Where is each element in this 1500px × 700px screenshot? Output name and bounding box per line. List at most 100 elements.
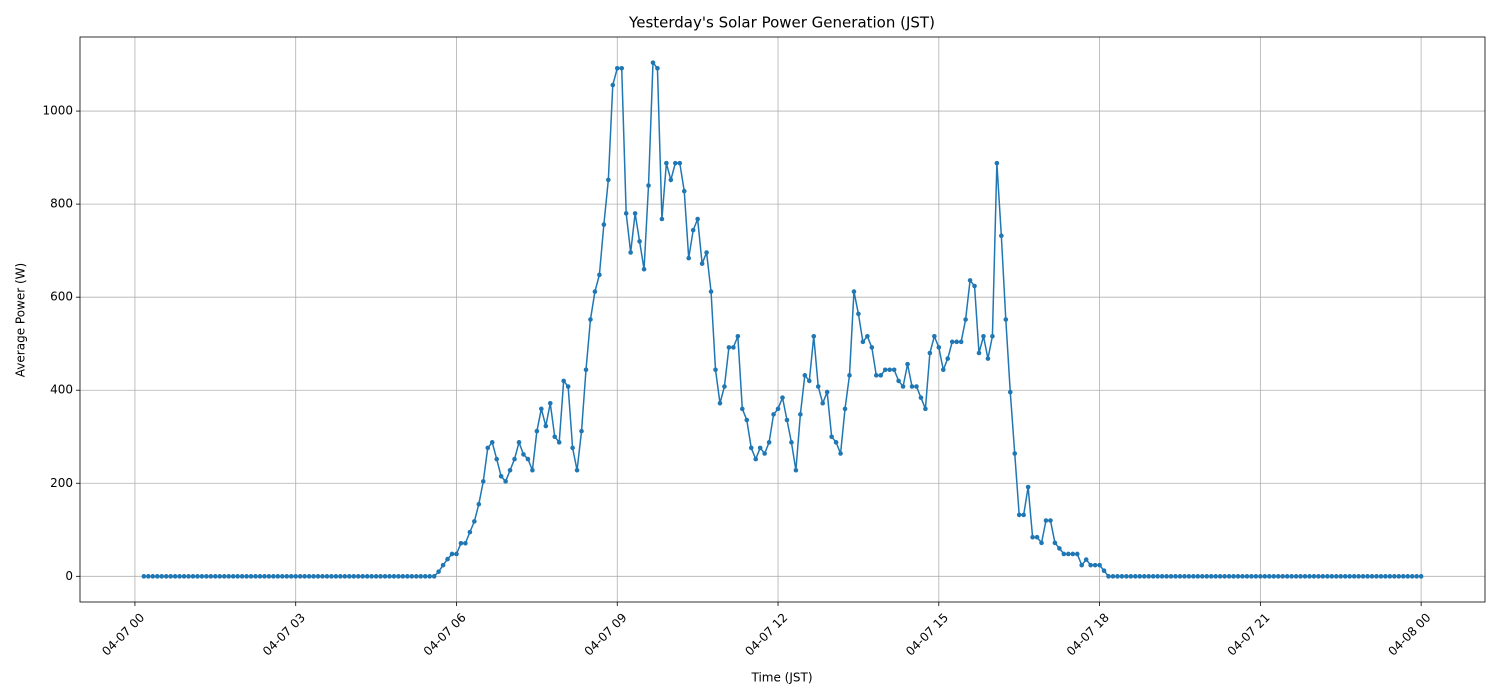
point bbox=[1342, 574, 1348, 579]
point bbox=[427, 574, 432, 579]
point bbox=[1360, 574, 1366, 579]
point bbox=[940, 367, 946, 373]
point bbox=[561, 378, 566, 384]
point bbox=[842, 406, 848, 412]
point bbox=[1052, 540, 1058, 546]
chart-title: Yesterday's Solar Power Generation (JST) bbox=[628, 14, 935, 32]
point bbox=[1280, 574, 1285, 579]
point bbox=[731, 345, 736, 350]
point bbox=[900, 384, 906, 389]
point bbox=[498, 473, 504, 479]
point bbox=[489, 440, 495, 445]
point bbox=[722, 384, 727, 389]
point bbox=[614, 65, 620, 71]
point bbox=[556, 440, 562, 445]
point bbox=[257, 574, 263, 579]
point bbox=[1298, 574, 1303, 579]
point bbox=[985, 356, 991, 361]
y-tick-label: 1000 bbox=[42, 104, 73, 118]
point bbox=[766, 440, 772, 445]
point bbox=[534, 428, 540, 434]
point bbox=[516, 440, 522, 445]
point bbox=[994, 160, 1000, 166]
point bbox=[530, 467, 535, 473]
point bbox=[798, 412, 803, 417]
point bbox=[932, 333, 937, 339]
point bbox=[1320, 574, 1326, 579]
point bbox=[1409, 574, 1415, 579]
point bbox=[775, 406, 781, 412]
x-tick-label: 04-07 00 bbox=[99, 610, 147, 658]
point bbox=[141, 574, 147, 579]
point bbox=[1347, 574, 1352, 579]
point bbox=[1311, 574, 1317, 579]
point bbox=[726, 345, 732, 350]
point bbox=[655, 65, 660, 71]
point bbox=[1164, 574, 1169, 579]
point bbox=[1119, 574, 1125, 579]
point bbox=[195, 574, 200, 579]
point bbox=[168, 574, 173, 579]
point bbox=[333, 574, 339, 579]
point bbox=[480, 479, 486, 484]
point bbox=[163, 574, 169, 579]
point bbox=[302, 574, 307, 579]
point bbox=[905, 361, 910, 367]
point bbox=[360, 574, 365, 579]
point bbox=[1106, 574, 1111, 579]
point bbox=[860, 339, 866, 345]
point bbox=[391, 574, 397, 579]
point bbox=[288, 574, 294, 579]
point bbox=[199, 574, 205, 579]
point bbox=[704, 250, 709, 255]
point bbox=[914, 384, 919, 389]
point bbox=[181, 574, 187, 579]
point bbox=[1356, 574, 1361, 579]
point bbox=[1007, 389, 1013, 395]
point bbox=[1253, 574, 1259, 579]
point bbox=[177, 574, 182, 579]
point bbox=[659, 216, 665, 222]
point bbox=[574, 467, 580, 473]
point bbox=[547, 400, 553, 406]
point bbox=[972, 283, 977, 289]
point bbox=[1043, 518, 1049, 523]
point bbox=[1039, 540, 1044, 546]
point bbox=[1066, 551, 1071, 557]
point bbox=[1222, 574, 1227, 579]
point bbox=[1266, 574, 1272, 579]
point bbox=[1012, 451, 1018, 456]
point bbox=[847, 373, 852, 378]
point bbox=[637, 239, 642, 244]
point bbox=[869, 345, 875, 350]
point bbox=[400, 574, 406, 579]
point bbox=[1231, 574, 1236, 579]
point bbox=[873, 373, 879, 378]
point bbox=[244, 574, 249, 579]
point bbox=[552, 434, 558, 440]
point bbox=[1392, 574, 1397, 579]
point bbox=[1217, 574, 1223, 579]
point bbox=[472, 519, 477, 524]
point bbox=[467, 529, 473, 535]
point bbox=[512, 456, 517, 462]
point bbox=[1204, 574, 1210, 579]
y-tick-label: 0 bbox=[65, 569, 73, 583]
point bbox=[1387, 574, 1393, 579]
point bbox=[882, 367, 888, 373]
point bbox=[878, 373, 884, 378]
y-tick-label: 600 bbox=[50, 290, 73, 304]
point bbox=[329, 574, 334, 579]
point bbox=[673, 160, 678, 166]
point bbox=[677, 160, 683, 166]
point bbox=[565, 384, 571, 389]
point bbox=[271, 574, 276, 579]
point bbox=[346, 574, 352, 579]
point bbox=[1182, 574, 1187, 579]
point bbox=[789, 440, 794, 445]
point bbox=[293, 574, 299, 579]
point bbox=[239, 574, 245, 579]
x-tick-label: 04-08 00 bbox=[1385, 610, 1433, 658]
point bbox=[740, 406, 745, 412]
point bbox=[628, 250, 633, 255]
